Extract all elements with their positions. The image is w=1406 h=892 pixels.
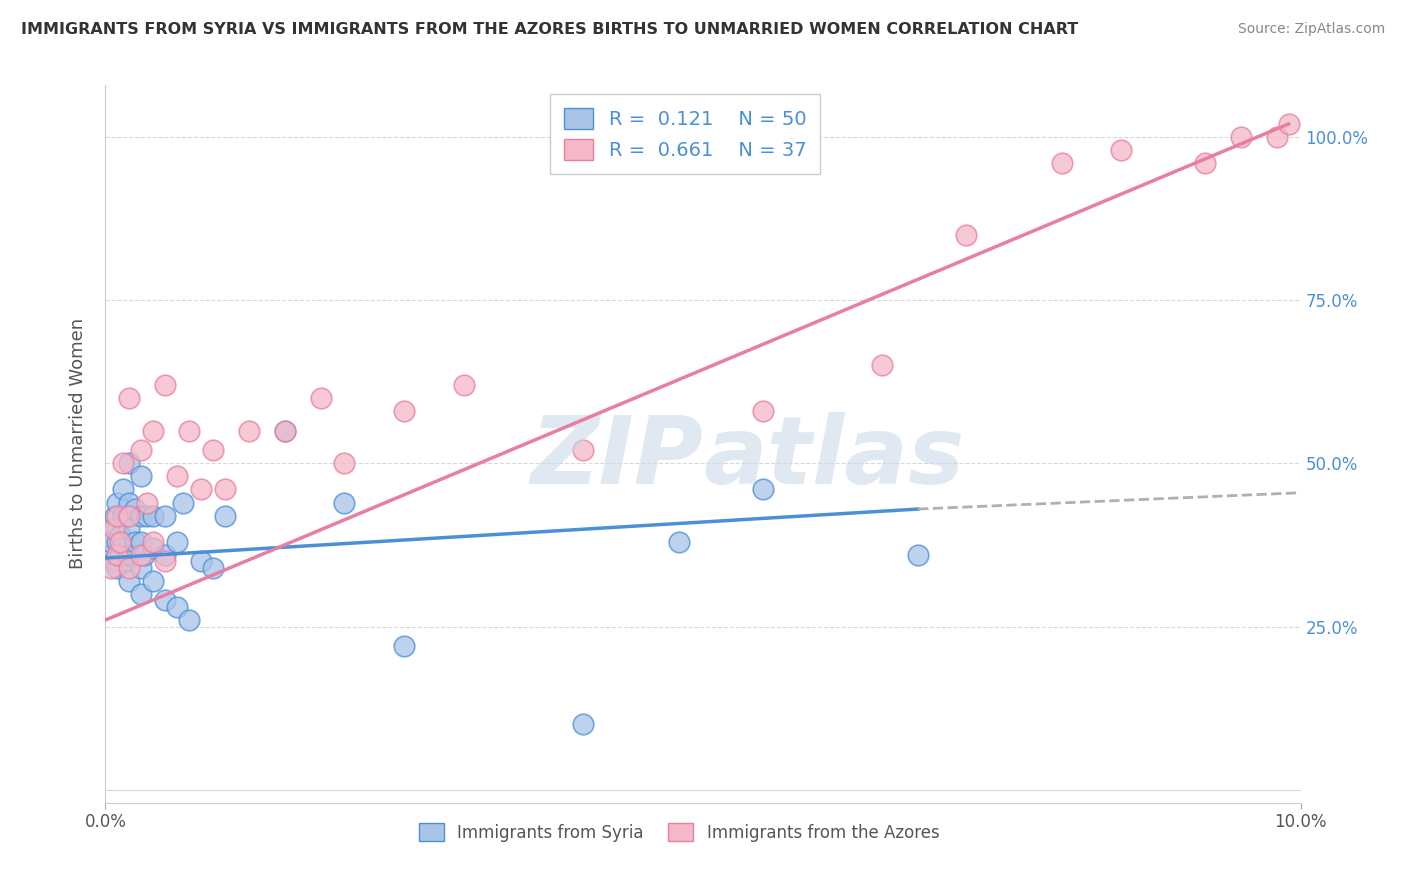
- Point: [118, 456, 141, 470]
- Point: [107, 534, 129, 549]
- Point: [166, 534, 188, 549]
- Point: [142, 424, 165, 438]
- Point: [309, 391, 332, 405]
- Point: [112, 456, 135, 470]
- Point: [1194, 156, 1216, 170]
- Point: [100, 548, 122, 562]
- Point: [100, 561, 122, 575]
- Point: [273, 424, 295, 438]
- Point: [107, 495, 129, 509]
- Y-axis label: Births to Unmarried Women: Births to Unmarried Women: [69, 318, 87, 569]
- Text: IMMIGRANTS FROM SYRIA VS IMMIGRANTS FROM THE AZORES BIRTHS TO UNMARRIED WOMEN CO: IMMIGRANTS FROM SYRIA VS IMMIGRANTS FROM…: [21, 22, 1078, 37]
- Point: [872, 359, 894, 373]
- Point: [118, 495, 141, 509]
- Point: [166, 469, 188, 483]
- Point: [121, 548, 143, 562]
- Point: [118, 508, 141, 523]
- Point: [166, 599, 188, 614]
- Point: [172, 495, 194, 509]
- Point: [118, 548, 141, 562]
- Point: [118, 522, 141, 536]
- Point: [129, 534, 153, 549]
- Point: [107, 548, 129, 562]
- Point: [190, 483, 212, 497]
- Point: [202, 561, 225, 575]
- Point: [190, 554, 212, 568]
- Text: atlas: atlas: [703, 412, 965, 504]
- Point: [202, 443, 225, 458]
- Point: [333, 495, 356, 509]
- Point: [668, 534, 690, 549]
- Point: [1050, 156, 1073, 170]
- Point: [177, 613, 201, 627]
- Point: [214, 483, 236, 497]
- Point: [155, 378, 177, 392]
- Point: [572, 443, 595, 458]
- Point: [1265, 130, 1288, 145]
- Point: [108, 534, 131, 549]
- Point: [155, 508, 177, 523]
- Point: [214, 508, 236, 523]
- Point: [155, 554, 177, 568]
- Point: [129, 469, 153, 483]
- Point: [394, 639, 416, 653]
- Point: [115, 508, 138, 523]
- Point: [103, 554, 125, 568]
- Point: [118, 574, 141, 588]
- Point: [1111, 143, 1133, 157]
- Point: [107, 508, 129, 523]
- Point: [129, 587, 153, 601]
- Point: [1278, 117, 1301, 131]
- Point: [108, 528, 131, 542]
- Point: [107, 522, 129, 536]
- Point: [100, 534, 122, 549]
- Point: [142, 534, 165, 549]
- Text: Source: ZipAtlas.com: Source: ZipAtlas.com: [1237, 22, 1385, 37]
- Point: [112, 508, 135, 523]
- Point: [751, 404, 773, 418]
- Point: [136, 508, 159, 523]
- Point: [142, 541, 165, 556]
- Point: [118, 561, 141, 575]
- Point: [107, 561, 129, 575]
- Point: [142, 574, 165, 588]
- Point: [132, 548, 155, 562]
- Point: [136, 495, 159, 509]
- Point: [103, 522, 125, 536]
- Text: ZIP: ZIP: [530, 412, 703, 504]
- Point: [572, 717, 595, 731]
- Point: [955, 227, 977, 242]
- Point: [1229, 130, 1253, 145]
- Point: [129, 561, 153, 575]
- Point: [238, 424, 260, 438]
- Point: [118, 391, 141, 405]
- Point: [124, 502, 146, 516]
- Point: [155, 548, 177, 562]
- Point: [142, 508, 165, 523]
- Point: [112, 483, 135, 497]
- Point: [129, 548, 153, 562]
- Point: [155, 593, 177, 607]
- Point: [394, 404, 416, 418]
- Point: [177, 424, 201, 438]
- Point: [129, 508, 153, 523]
- Point: [129, 443, 153, 458]
- Point: [453, 378, 475, 392]
- Point: [751, 483, 773, 497]
- Point: [273, 424, 295, 438]
- Point: [124, 534, 146, 549]
- Legend: Immigrants from Syria, Immigrants from the Azores: Immigrants from Syria, Immigrants from t…: [412, 817, 946, 848]
- Point: [333, 456, 356, 470]
- Point: [104, 508, 127, 523]
- Point: [115, 554, 138, 568]
- Point: [907, 548, 929, 562]
- Point: [112, 534, 135, 549]
- Point: [108, 548, 131, 562]
